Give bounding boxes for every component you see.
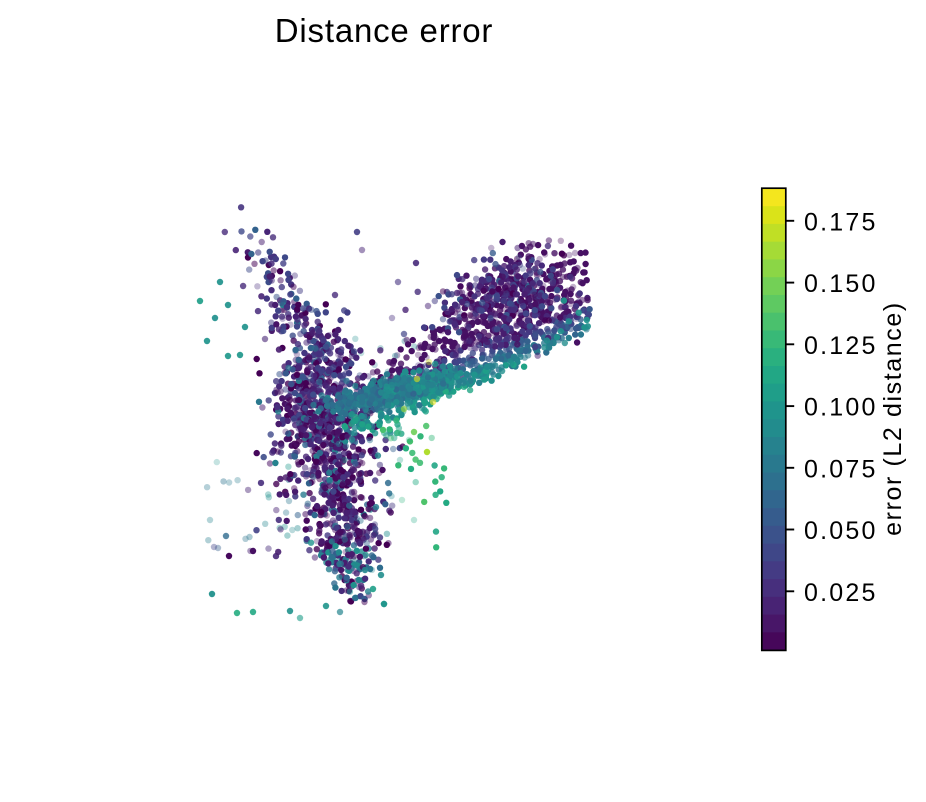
svg-text:0.075: 0.075 — [804, 455, 878, 483]
svg-text:0.050: 0.050 — [804, 517, 878, 545]
svg-text:error (L2 distance): error (L2 distance) — [879, 301, 907, 536]
svg-text:0.175: 0.175 — [804, 208, 878, 236]
svg-text:Distance error: Distance error — [275, 12, 493, 49]
svg-text:0.125: 0.125 — [804, 332, 878, 360]
svg-text:0.100: 0.100 — [804, 394, 878, 422]
svg-text:0.150: 0.150 — [804, 270, 878, 298]
svg-text:0.025: 0.025 — [804, 579, 878, 607]
